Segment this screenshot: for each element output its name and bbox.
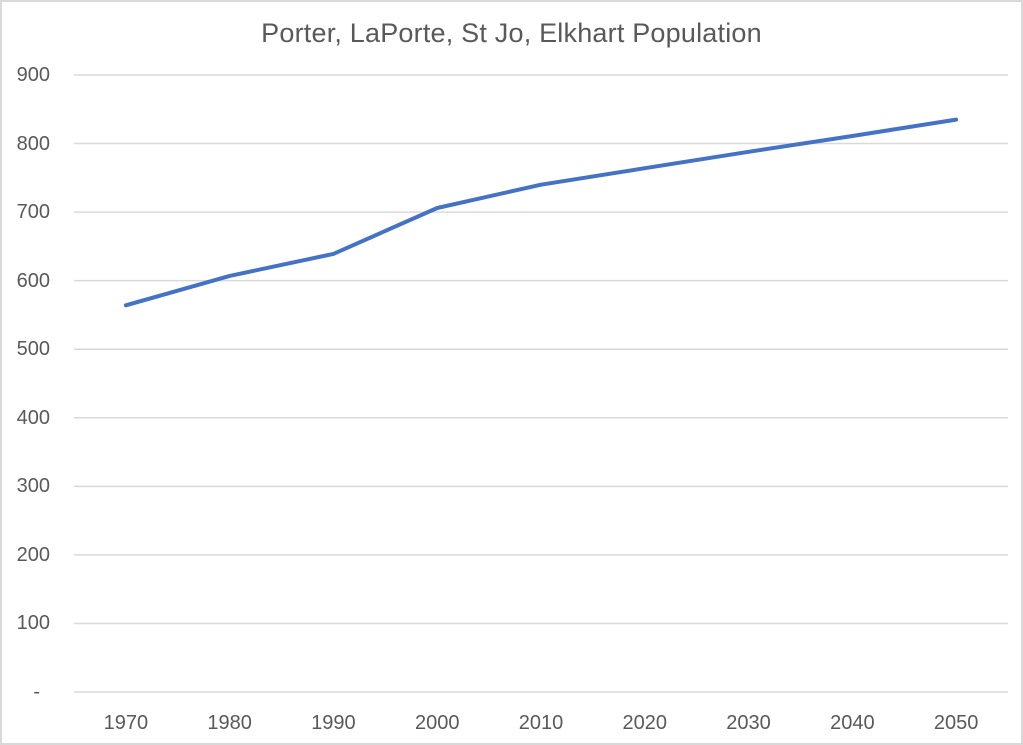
y-tick-label: 800: [16, 132, 50, 155]
x-tick-label: 1990: [311, 712, 356, 734]
y-tick-label: -: [33, 681, 40, 703]
y-tick-label: 500: [16, 338, 50, 361]
x-tick-label: 1970: [103, 712, 149, 734]
x-tick-label: 2050: [933, 712, 979, 734]
chart-title: Porter, LaPorte, St Jo, Elkhart Populati…: [261, 18, 762, 48]
x-tick-label: 1980: [207, 712, 252, 734]
x-tick-label: 2000: [414, 712, 460, 734]
x-tick-label: 2010: [518, 712, 564, 734]
y-tick-label: 900: [16, 64, 50, 86]
y-tick-label: 700: [16, 201, 50, 224]
y-tick-label: 600: [16, 269, 50, 292]
x-tick-label: 2040: [830, 712, 875, 734]
y-tick-label: 400: [16, 406, 50, 429]
y-tick-label: 200: [16, 543, 50, 566]
y-tick-label: 300: [16, 475, 50, 498]
population-series-line: [123, 117, 959, 308]
y-tick-label: 100: [16, 612, 50, 635]
x-tick-label: 2020: [622, 712, 668, 734]
x-tick-label: 2030: [726, 712, 771, 734]
